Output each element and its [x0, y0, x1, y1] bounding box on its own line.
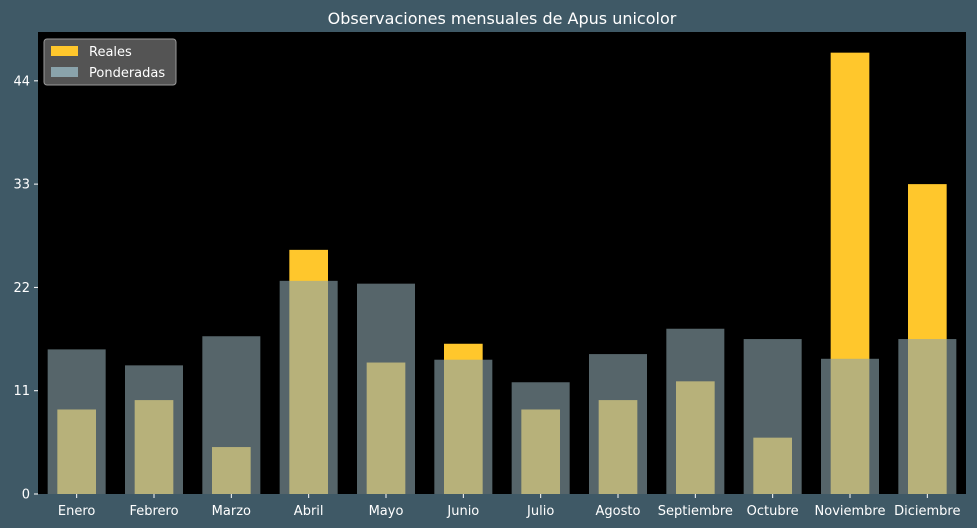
plot-area [38, 32, 966, 494]
legend-swatch-reales [51, 46, 78, 56]
x-tick-label: Abril [294, 504, 324, 519]
bar-ponderadas-septiembre [666, 328, 725, 494]
legend-label-ponderadas: Ponderadas [89, 66, 165, 81]
y-tick-label: 22 [13, 281, 30, 296]
bar-ponderadas-marzo [202, 336, 261, 494]
x-tick-label: Agosto [596, 504, 641, 519]
bar-ponderadas-febrero [125, 365, 183, 494]
y-tick-label: 11 [13, 384, 30, 399]
x-tick-label: Septiembre [658, 504, 733, 519]
bar-ponderadas-mayo [357, 283, 415, 494]
bar-ponderadas-junio [434, 359, 493, 494]
bar-ponderadas-octubre [743, 339, 802, 494]
x-tick-label: Noviembre [815, 504, 886, 519]
x-tick-label: Febrero [129, 504, 178, 519]
bar-ponderadas-enero [47, 349, 106, 494]
legend-swatch-ponderadas [51, 67, 78, 77]
x-tick-label: Mayo [369, 504, 404, 519]
bar-ponderadas-diciembre [898, 339, 957, 494]
x-tick-label: Marzo [212, 504, 251, 519]
x-tick-label: Diciembre [894, 504, 960, 519]
x-tick-label: Julio [526, 504, 554, 519]
y-tick-label: 44 [13, 74, 30, 89]
y-tick-label: 33 [13, 178, 30, 193]
bar-ponderadas-abril [279, 280, 338, 494]
bar-ponderadas-noviembre [821, 358, 879, 494]
x-tick-label: Octubre [747, 504, 799, 519]
x-tick-label: Junio [446, 504, 479, 519]
legend-label-reales: Reales [89, 45, 132, 60]
x-tick-label: Enero [58, 504, 96, 519]
legend: Reales Ponderadas [43, 38, 177, 86]
bar-ponderadas-julio [511, 382, 570, 494]
bar-ponderadas-agosto [589, 354, 647, 494]
y-tick-label: 0 [22, 488, 30, 503]
chart-title: Observaciones mensuales de Apus unicolor [328, 9, 677, 28]
